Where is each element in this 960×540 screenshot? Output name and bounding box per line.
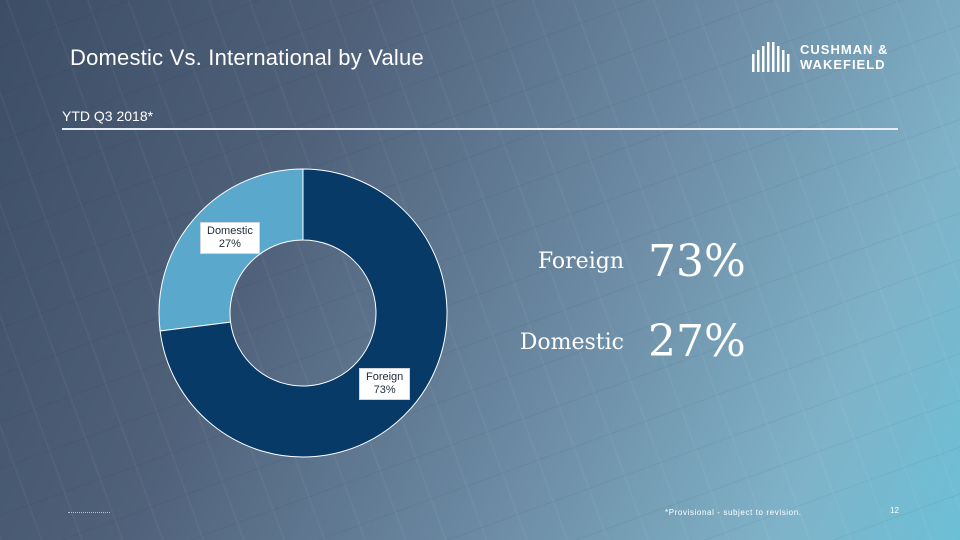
data-label-foreign-value: 73%	[373, 384, 396, 396]
legend-domestic-value: 27%	[648, 316, 746, 367]
data-label-foreign: Foreign 73%	[359, 368, 411, 400]
brand-line-1: CUSHMAN &	[800, 42, 889, 57]
brand-line-2: WAKEFIELD	[800, 57, 886, 72]
legend-foreign-label: Foreign	[537, 249, 624, 274]
header-divider	[62, 128, 898, 130]
footer-mark	[68, 512, 110, 514]
data-label-domestic-value: 27%	[218, 238, 241, 250]
legend-foreign-value: 73%	[648, 236, 746, 287]
building-logo-icon	[752, 42, 790, 72]
slide-title: Domestic Vs. International by Value	[70, 45, 424, 70]
data-label-foreign-category: Foreign	[366, 371, 404, 383]
data-label-domestic: Domestic 27%	[200, 222, 260, 254]
chart-subtitle: YTD Q3 2018*	[62, 108, 154, 124]
data-label-domestic-category: Domestic	[207, 225, 253, 237]
page-number: 12	[890, 506, 899, 515]
footnote: *Provisional - subject to revision.	[665, 508, 802, 517]
legend-domestic-label: Domestic	[519, 330, 624, 355]
brand-name: CUSHMAN & WAKEFIELD	[800, 42, 888, 72]
